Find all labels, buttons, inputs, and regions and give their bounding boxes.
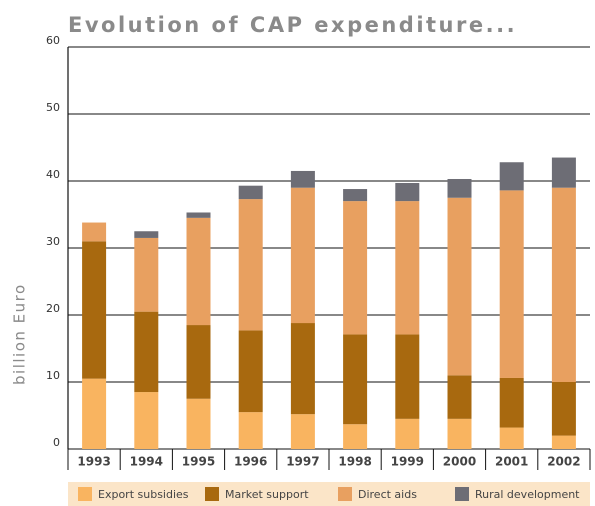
legend-label: Export subsidies xyxy=(98,488,189,501)
bar-segment xyxy=(395,334,420,419)
bar-segment xyxy=(447,375,472,419)
bar-segment xyxy=(343,334,368,425)
bar-segment xyxy=(395,201,420,335)
legend-swatch xyxy=(78,487,92,501)
bar-segment xyxy=(343,201,368,335)
bar-segment xyxy=(395,418,420,449)
bar-segment xyxy=(499,190,524,378)
bar-segment xyxy=(447,418,472,449)
y-tick-label: 60 xyxy=(46,34,60,47)
legend-swatch xyxy=(338,487,352,501)
y-tick-label: 30 xyxy=(46,235,60,248)
bar-segment xyxy=(551,382,576,436)
legend-swatch xyxy=(455,487,469,501)
bar-segment xyxy=(499,162,524,191)
bar-segment xyxy=(82,222,107,242)
bar-segment xyxy=(551,435,576,449)
bar-segment xyxy=(290,187,315,324)
bar-segment xyxy=(343,424,368,449)
bar-segment xyxy=(343,189,368,202)
legend-label: Direct aids xyxy=(358,488,417,501)
bar-segment xyxy=(134,231,159,238)
x-tick-label: 1999 xyxy=(391,455,424,469)
x-tick-label: 1997 xyxy=(286,455,319,469)
bar-segment xyxy=(447,178,472,198)
bar-segment xyxy=(186,212,211,218)
legend-label: Market support xyxy=(225,488,309,501)
x-tick-label: 2000 xyxy=(443,455,476,469)
chart-title: Evolution of CAP expenditure... xyxy=(68,13,517,37)
bar-segment xyxy=(290,414,315,449)
bar-segment xyxy=(238,330,263,413)
bar-segment xyxy=(82,378,107,449)
bar-segment xyxy=(134,311,159,393)
x-tick-label: 1993 xyxy=(77,455,110,469)
bar-segment xyxy=(290,170,315,188)
x-tick-label: 2002 xyxy=(547,455,580,469)
bar-segment xyxy=(499,427,524,449)
x-tick-label: 2001 xyxy=(495,455,528,469)
bar-segment xyxy=(447,197,472,376)
y-tick-label: 0 xyxy=(53,436,60,449)
bar-segment xyxy=(238,412,263,449)
y-axis-label: billion Euro xyxy=(11,283,29,385)
bar-segment xyxy=(186,325,211,399)
y-tick-label: 40 xyxy=(46,168,60,181)
y-tick-label: 20 xyxy=(46,302,60,315)
bar-segment xyxy=(186,217,211,326)
y-tick-label: 10 xyxy=(46,369,60,382)
x-tick-label: 1998 xyxy=(338,455,371,469)
bar-segment xyxy=(499,377,524,428)
x-tick-label: 1995 xyxy=(182,455,215,469)
bar-segment xyxy=(551,187,576,382)
bar-segment xyxy=(186,398,211,449)
legend-swatch xyxy=(205,487,219,501)
x-tick-label: 1994 xyxy=(130,455,163,469)
bar-segment xyxy=(395,183,420,202)
legend-label: Rural development xyxy=(475,488,580,501)
bar-segment xyxy=(134,392,159,449)
legend-background xyxy=(68,482,590,506)
bar-segment xyxy=(551,157,576,188)
bar-segment xyxy=(134,237,159,312)
bar-segment xyxy=(238,185,263,200)
y-tick-label: 50 xyxy=(46,101,60,114)
x-tick-label: 1996 xyxy=(234,455,267,469)
bar-segment xyxy=(238,199,263,331)
bar-segment xyxy=(290,323,315,415)
bar-segment xyxy=(82,241,107,379)
